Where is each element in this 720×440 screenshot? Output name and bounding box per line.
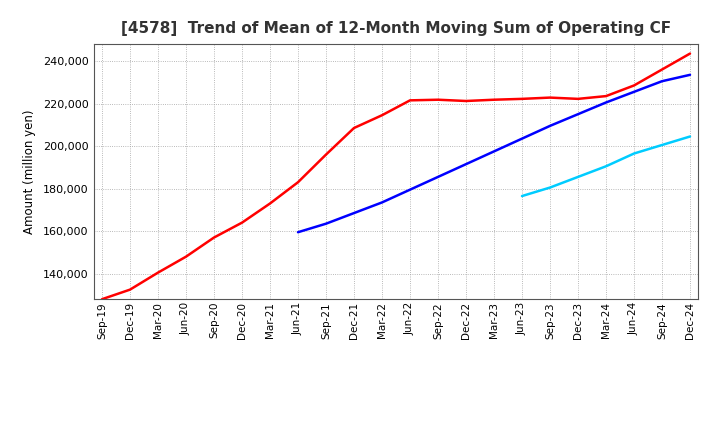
Y-axis label: Amount (million yen): Amount (million yen) — [23, 110, 36, 234]
Title: [4578]  Trend of Mean of 12-Month Moving Sum of Operating CF: [4578] Trend of Mean of 12-Month Moving … — [121, 21, 671, 36]
